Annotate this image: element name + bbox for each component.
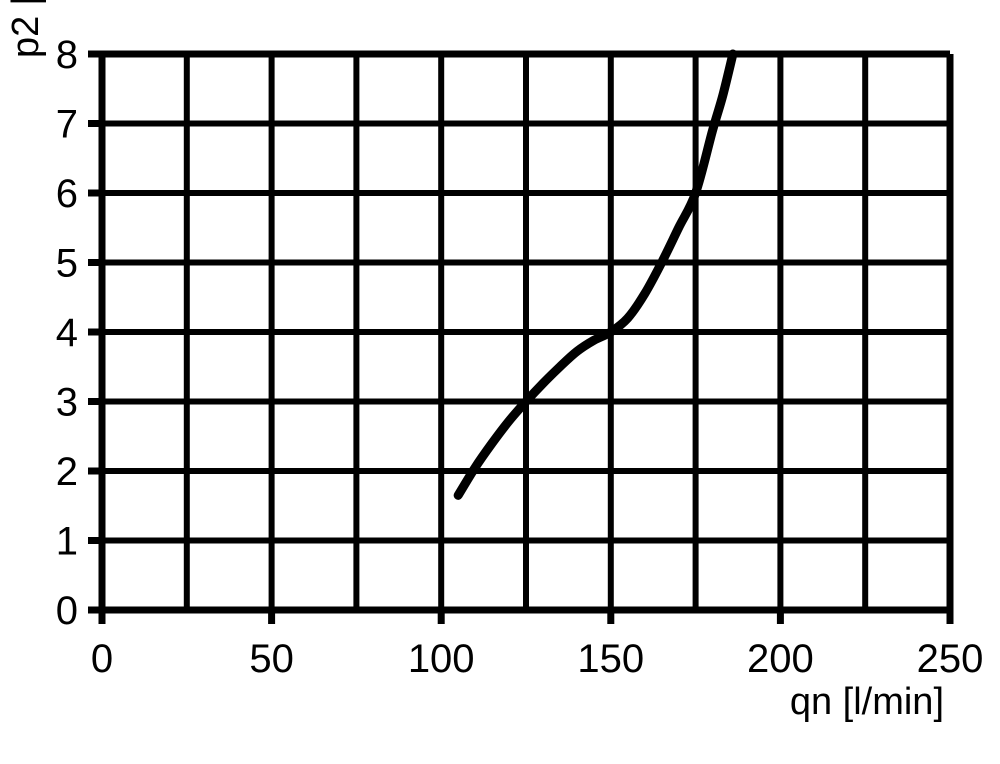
- y-tick-label: 8: [56, 33, 78, 77]
- y-tick-label: 2: [56, 450, 78, 494]
- y-tick-label: 0: [56, 589, 78, 633]
- y-tick-label: 7: [56, 103, 78, 147]
- y-axis-title: p2 [bar]: [5, 0, 47, 58]
- x-tick-label: 100: [408, 637, 475, 681]
- x-tick-label: 150: [577, 637, 644, 681]
- axis-frame: [98, 50, 954, 614]
- y-tick-label: 5: [56, 242, 78, 286]
- x-axis-title: qn [l/min]: [790, 681, 944, 723]
- y-tick-labels: 0 1 2 3 4 5 6 7 8: [56, 33, 78, 633]
- y-tick-label: 1: [56, 520, 78, 564]
- y-tick-label: 6: [56, 172, 78, 216]
- y-tick-label: 4: [56, 311, 78, 355]
- x-tick-labels: 0 50 100 150 200 250: [91, 637, 984, 681]
- x-tick-label: 250: [917, 637, 984, 681]
- x-tick-label: 50: [249, 637, 294, 681]
- x-tick-label: 200: [747, 637, 814, 681]
- x-tick-label: 0: [91, 637, 113, 681]
- y-tick-label: 3: [56, 381, 78, 425]
- gridlines: [102, 54, 950, 610]
- data-series-layer: [453, 49, 738, 500]
- data-curve: [453, 49, 738, 500]
